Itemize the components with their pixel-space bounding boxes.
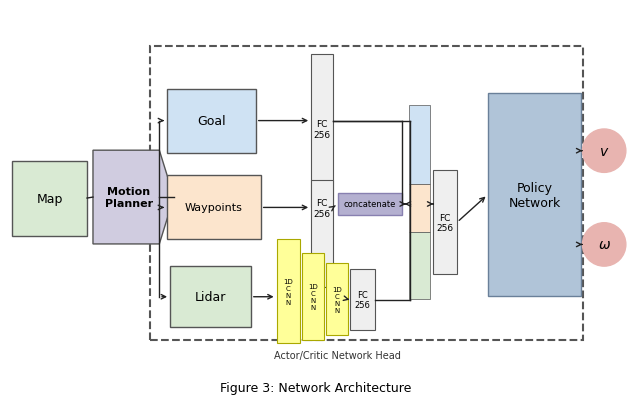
Circle shape xyxy=(583,130,626,173)
Text: Policy
Network: Policy Network xyxy=(509,181,561,209)
Text: Goal: Goal xyxy=(197,115,226,128)
Bar xyxy=(409,185,430,232)
Bar xyxy=(409,232,430,299)
Circle shape xyxy=(583,223,626,266)
Bar xyxy=(311,55,333,207)
Text: FC
256: FC 256 xyxy=(313,120,331,139)
Text: FC
256: FC 256 xyxy=(437,213,454,232)
Text: Actor/Critic Network Head: Actor/Critic Network Head xyxy=(274,350,401,360)
Text: concatenate: concatenate xyxy=(344,200,396,209)
Text: $v$: $v$ xyxy=(599,144,609,158)
Bar xyxy=(488,94,581,296)
Bar xyxy=(349,269,375,330)
Bar xyxy=(167,89,256,153)
Bar xyxy=(167,176,261,240)
Bar xyxy=(337,194,402,215)
Text: Figure 3: Network Architecture: Figure 3: Network Architecture xyxy=(221,381,411,394)
Text: FC
256: FC 256 xyxy=(355,290,370,310)
Text: 1D
C
N
N: 1D C N N xyxy=(284,278,293,305)
Bar xyxy=(311,181,333,287)
Bar xyxy=(302,254,324,340)
Text: Motion
Planner: Motion Planner xyxy=(104,187,153,208)
Text: $\omega$: $\omega$ xyxy=(598,238,611,252)
Text: Lidar: Lidar xyxy=(195,290,226,303)
Text: 1D
C
N
N: 1D C N N xyxy=(332,286,342,313)
Bar xyxy=(326,264,348,335)
Polygon shape xyxy=(93,151,174,244)
Bar xyxy=(12,161,87,236)
Text: 1D
C
N
N: 1D C N N xyxy=(308,284,318,311)
Bar xyxy=(150,47,583,340)
Text: Map: Map xyxy=(37,192,63,205)
Bar xyxy=(434,171,457,274)
Bar xyxy=(409,106,430,185)
Text: Waypoints: Waypoints xyxy=(185,203,243,213)
Bar xyxy=(277,240,300,343)
Bar xyxy=(170,266,251,328)
Text: FC
256: FC 256 xyxy=(313,199,331,218)
